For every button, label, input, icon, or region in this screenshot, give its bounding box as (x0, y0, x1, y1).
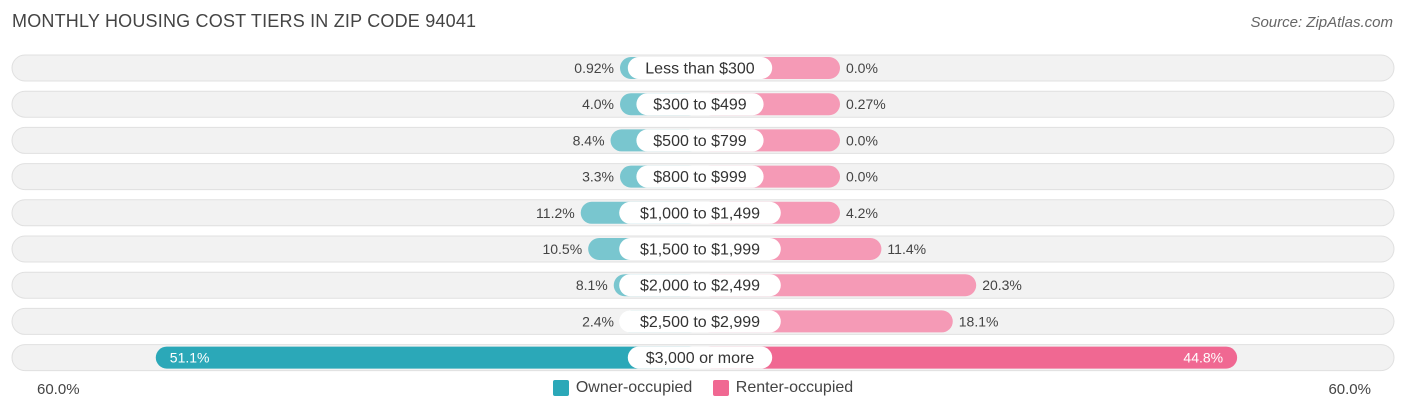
renter-value-label: 0.0% (846, 169, 878, 185)
owner-value-label: 11.2% (536, 205, 575, 221)
renter-value-label: 18.1% (959, 313, 999, 329)
owner-bar (155, 346, 700, 369)
chart-source: Source: ZipAtlas.com (1250, 14, 1393, 31)
category-pill (619, 238, 781, 260)
category-pill (619, 274, 781, 297)
category-label: $2,000 to $2,499 (640, 278, 760, 295)
owner-value-label: 4.0% (582, 96, 614, 112)
category-pill (636, 165, 764, 188)
chart-title: Monthly Housing Cost Tiers in Zip Code 9… (12, 11, 477, 31)
owner-value-label: 10.5% (542, 241, 582, 257)
owner-value-label: 2.4% (582, 313, 614, 329)
owner-value-label: 3.3% (582, 169, 614, 185)
category-label: $500 to $799 (653, 133, 747, 150)
renter-value-label: 0.27% (846, 96, 886, 112)
renter-value-label: 4.2% (846, 205, 878, 221)
category-label: Less than $300 (645, 61, 755, 78)
renter-value-label: 0.0% (846, 60, 878, 76)
owner-value-label: 51.1% (170, 350, 210, 366)
category-pill (636, 93, 764, 116)
legend-swatch-owner (552, 380, 569, 396)
category-label: $3,000 or more (646, 350, 755, 367)
category-label: $1,500 to $1,999 (640, 242, 760, 259)
legend-item-owner[interactable]: Owner-occupied (552, 379, 693, 397)
legend-label-renter: Renter-occupied (735, 379, 854, 396)
legend-label-owner: Owner-occupied (575, 379, 693, 396)
category-pill (619, 310, 781, 333)
owner-value-label: 8.1% (576, 277, 608, 293)
axis-right-label: 60.0% (1328, 381, 1371, 398)
category-label: $800 to $999 (653, 169, 747, 186)
renter-value-label: 20.3% (982, 277, 1022, 293)
category-pill (627, 346, 773, 369)
legend-item-renter[interactable]: Renter-occupied (712, 379, 854, 397)
renter-value-label: 11.4% (887, 241, 926, 257)
owner-value-label: 8.4% (573, 132, 605, 148)
category-label: $300 to $499 (653, 97, 747, 114)
renter-value-label: 0.0% (846, 132, 878, 148)
category-pill (636, 129, 764, 152)
legend-swatch-renter (712, 380, 729, 396)
chart-legend: Owner-occupied Renter-occupied (0, 379, 1406, 399)
category-pill (619, 201, 781, 224)
category-label: $2,500 to $2,999 (640, 314, 760, 331)
category-label: $1,000 to $1,499 (640, 205, 760, 222)
renter-bar (700, 346, 1238, 369)
owner-value-label: 0.92% (574, 60, 614, 76)
axis-left-label: 60.0% (37, 381, 80, 398)
category-pill (627, 57, 773, 79)
renter-value-label: 44.8% (1183, 350, 1223, 366)
